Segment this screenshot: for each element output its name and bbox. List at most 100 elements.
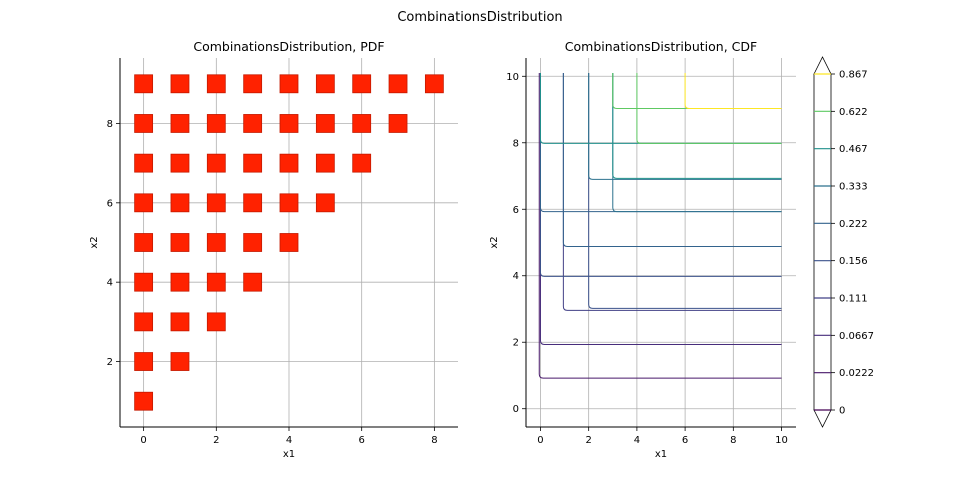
pdf-marker (134, 312, 154, 332)
pdf-marker (134, 272, 154, 292)
pdf-marker (243, 153, 263, 173)
pdf-marker (243, 233, 263, 252)
pdf-marker (206, 193, 226, 213)
colorbar-tick-label: 0.156 (839, 256, 868, 267)
pdf-marker (279, 233, 299, 252)
colorbar-body (813, 73, 832, 411)
pdf-marker (170, 233, 190, 252)
colorbar-extend-bottom (813, 409, 832, 428)
pdf-marker (243, 272, 263, 292)
cdf-contour-line (612, 72, 782, 110)
pdf-marker (388, 114, 408, 133)
cdf-y-tick-label: 8 (513, 138, 519, 149)
cdf-y-tick-label: 4 (513, 271, 519, 282)
cdf-x-tick-label: 2 (585, 435, 591, 446)
pdf-marker (134, 391, 154, 411)
cdf-x-tick-label: 6 (682, 435, 688, 446)
pdf-marker (424, 74, 444, 94)
cdf-contour-line (612, 72, 782, 213)
cdf-y-tick-label: 6 (513, 205, 519, 216)
cdf-chart: 0 2 4 6 8 10 0 2 4 6 8 10 CombinationsDistribution,… (489, 39, 796, 460)
pdf-marker (243, 74, 263, 94)
pdf-marker (170, 114, 190, 133)
pdf-marker (243, 114, 263, 133)
colorbar-tick-label: 0.467 (839, 144, 868, 155)
cdf-contour-line (684, 72, 782, 110)
pdf-y-tick-label: 6 (107, 198, 113, 209)
colorbar-extend-top (813, 56, 832, 75)
cdf-contour-line (636, 72, 782, 144)
pdf-y-tick-label: 2 (107, 357, 113, 368)
pdf-x-tick-label: 8 (431, 435, 437, 446)
cdf-contour-line (588, 72, 782, 309)
pdf-y-axis-label: x2 (89, 236, 100, 248)
pdf-marker (134, 352, 154, 371)
pdf-x-tick-label: 4 (286, 435, 292, 446)
cdf-x-tick-label: 4 (634, 435, 640, 446)
pdf-marker (170, 272, 190, 292)
pdf-marker (134, 114, 154, 133)
pdf-marker (134, 74, 154, 94)
pdf-marker (315, 153, 335, 173)
cdf-title: CombinationsDistribution, CDF (565, 39, 757, 54)
colorbar-tick-label: 0.111 (839, 294, 868, 305)
cdf-y-axis-label: x2 (489, 236, 500, 248)
cdf-contour-line (539, 72, 782, 277)
colorbar-tick-label: 0 (839, 406, 845, 417)
cdf-x-axis-label: x1 (655, 449, 667, 460)
cdf-contour-line (588, 72, 782, 180)
pdf-marker (279, 153, 299, 173)
cdf-grid (526, 58, 796, 427)
cdf-contour-line (539, 72, 782, 346)
pdf-marker (134, 233, 154, 252)
pdf-marker (206, 272, 226, 292)
pdf-marker (315, 114, 335, 133)
pdf-marker (279, 193, 299, 213)
cdf-contour-lines (538, 72, 782, 379)
cdf-contour-line (562, 72, 782, 247)
pdf-x-tick-label: 6 (359, 435, 365, 446)
colorbar-tick-label: 0.0222 (839, 368, 874, 379)
cdf-y-tick-label: 2 (513, 338, 519, 349)
pdf-marker (170, 352, 190, 371)
cdf-x-tick-label: 0 (537, 435, 543, 446)
colorbar-tick-label: 0.622 (839, 107, 868, 118)
cdf-contour-line (539, 72, 782, 213)
cdf-contour-line (538, 72, 782, 379)
pdf-marker (279, 74, 299, 94)
pdf-marker (206, 312, 226, 332)
pdf-marker (206, 114, 226, 133)
pdf-marker (170, 312, 190, 332)
pdf-marker (315, 193, 335, 213)
colorbar-tick-label: 0.867 (839, 70, 868, 81)
pdf-axes: 0 2 4 6 8 2 4 6 8 (107, 58, 458, 446)
pdf-x-axis-label: x1 (283, 449, 295, 460)
colorbar-tick-label: 0.222 (839, 219, 868, 230)
pdf-y-tick-label: 8 (107, 119, 113, 130)
cdf-x-tick-label: 10 (775, 435, 788, 446)
pdf-y-tick-label: 4 (107, 278, 113, 289)
cdf-contour-line (612, 72, 782, 179)
cdf-contour-line (562, 72, 782, 311)
pdf-marker (352, 153, 372, 173)
pdf-marker (134, 193, 154, 213)
pdf-marker (206, 233, 226, 252)
cdf-y-tick-label: 0 (513, 404, 519, 415)
pdf-marker (352, 74, 372, 94)
pdf-marker (206, 74, 226, 94)
pdf-markers (134, 74, 444, 411)
cdf-y-tick-label: 10 (506, 72, 519, 83)
pdf-marker (170, 193, 190, 213)
pdf-marker (279, 114, 299, 133)
pdf-x-tick-label: 2 (213, 435, 219, 446)
cdf-axes: 0 2 4 6 8 10 0 2 4 6 8 10 (506, 58, 796, 446)
pdf-x-tick-label: 0 (140, 435, 146, 446)
pdf-marker (315, 74, 335, 94)
pdf-marker (134, 153, 154, 173)
pdf-marker (206, 153, 226, 173)
colorbar-tick-label: 0.333 (839, 182, 868, 193)
cdf-contour-line (539, 72, 782, 144)
